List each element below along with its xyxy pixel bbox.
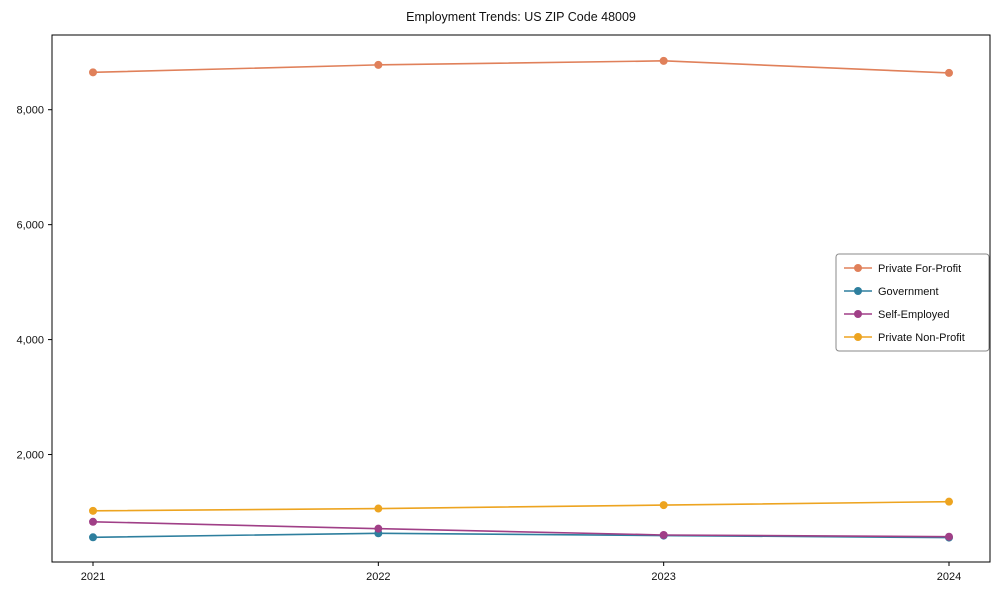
series-marker-private-non-profit [89, 506, 97, 515]
legend-item-government: Government [844, 286, 939, 298]
x-axis-tick-label: 2021 [81, 571, 105, 583]
series-line-self-employed [92, 520, 950, 538]
legend-marker-sample [854, 264, 862, 272]
plot-border [51, 34, 991, 563]
legend-item-self-employed: Self-Employed [844, 309, 950, 321]
series-marker-self-employed [659, 530, 668, 539]
x-axis-tick-label: 2022 [366, 571, 390, 583]
series-marker-private-for-profit [374, 60, 383, 69]
legend-item-private-for-profit: Private For-Profit [844, 263, 961, 275]
y-axis-tick-label: 2,000 [16, 450, 44, 462]
legend: Private For-Profit Government Self-Employe… [835, 253, 990, 352]
series-marker-government [89, 533, 97, 542]
legend-marker-sample [854, 287, 862, 295]
series-marker-private-for-profit [89, 68, 97, 77]
series-marker-self-employed [89, 517, 97, 526]
legend-item-private-non-profit: Private Non-Profit [844, 332, 965, 344]
legend-label: Government [878, 286, 939, 298]
series-line-private-for-profit [92, 60, 950, 74]
series-marker-private-for-profit [945, 68, 953, 77]
series-line-private-non-profit [92, 500, 950, 512]
y-axis-tick-label: 6,000 [16, 220, 44, 232]
chart-title: Employment Trends: US ZIP Code 48009 [406, 10, 636, 24]
series-marker-private-for-profit [659, 56, 668, 65]
legend-marker-sample [854, 333, 862, 341]
legend-box [835, 253, 990, 352]
y-axis-tick-label: 4,000 [16, 335, 44, 347]
legend-label: Private Non-Profit [878, 332, 965, 344]
series-marker-self-employed [945, 532, 953, 541]
series-marker-private-non-profit [945, 497, 953, 506]
legend-marker-sample [854, 310, 862, 318]
x-axis-tick-label: 2024 [937, 571, 961, 583]
series-marker-private-non-profit [659, 501, 668, 510]
legend-label: Self-Employed [878, 309, 950, 321]
legend-label: Private For-Profit [878, 263, 961, 275]
series-marker-private-non-profit [374, 504, 383, 513]
y-axis-tick-label: 8,000 [16, 105, 44, 117]
series-marker-self-employed [374, 524, 383, 533]
x-axis-tick-label: 2023 [651, 571, 675, 583]
